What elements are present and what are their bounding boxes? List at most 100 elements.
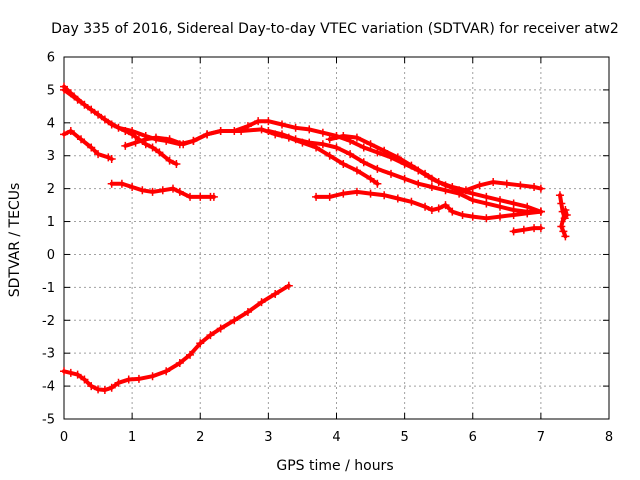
data-point (482, 214, 491, 223)
y-tick-label: 1 (47, 215, 55, 230)
data-series-group (555, 191, 571, 241)
data-point (455, 189, 464, 198)
data-point (339, 189, 348, 198)
data-point (448, 182, 457, 191)
data-point (203, 130, 212, 139)
data-series-group (107, 179, 218, 201)
data-point (134, 374, 143, 383)
data-point (468, 196, 477, 205)
data-series-group (312, 187, 545, 223)
data-point (100, 386, 109, 395)
data-point (257, 125, 266, 134)
data-point (561, 206, 570, 215)
data-point (530, 182, 539, 191)
data-point (434, 204, 443, 213)
data-point (312, 192, 321, 201)
data-series-group (509, 224, 545, 236)
data-point (230, 127, 239, 136)
data-point (189, 136, 198, 145)
data-point (366, 174, 375, 183)
y-tick-label: -2 (42, 314, 55, 329)
data-point (128, 127, 137, 136)
data-point (339, 131, 348, 140)
data-point (555, 191, 564, 200)
y-axis-label: SDTVAR / TECUs (7, 183, 23, 298)
x-tick-label: 4 (332, 430, 340, 445)
data-point (468, 212, 477, 221)
y-tick-label: 2 (47, 182, 55, 197)
series-trace (314, 189, 543, 221)
x-tick-labels: 0 1 2 3 4 5 6 7 8 (60, 430, 613, 445)
data-point (509, 227, 518, 236)
data-point (100, 115, 109, 124)
data-point (346, 150, 355, 159)
data-point (332, 143, 341, 152)
data-point (186, 350, 195, 359)
x-tick-label: 0 (60, 430, 68, 445)
data-point (536, 207, 545, 216)
data-point (278, 120, 286, 129)
data-point (441, 201, 450, 210)
data-point (114, 123, 123, 132)
x-tick-label: 2 (196, 430, 204, 445)
data-point (291, 135, 300, 144)
data-point (271, 289, 280, 298)
data-point (77, 135, 86, 144)
data-point (148, 187, 157, 196)
x-tick-label: 8 (605, 430, 613, 445)
y-tick-label: -5 (42, 413, 55, 428)
data-point (339, 159, 348, 168)
data-point (489, 178, 498, 187)
data-series-group (264, 127, 545, 216)
x-tick-label: 3 (264, 430, 272, 445)
data-point (60, 85, 68, 94)
x-tick-label: 5 (400, 430, 408, 445)
data-point (407, 197, 416, 206)
data-point (165, 135, 174, 144)
data-point (73, 370, 82, 379)
data-point (434, 178, 443, 187)
data-point (196, 192, 205, 201)
data-point (216, 127, 225, 136)
data-point (325, 151, 334, 160)
data-point (162, 367, 171, 376)
data-point (148, 372, 157, 381)
data-point (380, 191, 389, 200)
data-point (141, 135, 150, 144)
data-point (230, 316, 239, 325)
data-point (509, 210, 518, 219)
data-point (94, 150, 103, 159)
y-tick-label: 3 (47, 149, 55, 164)
data-point (151, 133, 160, 142)
data-point (121, 141, 130, 150)
data-series (60, 82, 571, 395)
data-point (138, 186, 147, 195)
data-point (352, 166, 361, 175)
data-point (66, 127, 75, 136)
grid (64, 57, 609, 419)
y-tick-label: -4 (42, 380, 55, 395)
data-point (523, 209, 532, 218)
data-point (475, 181, 484, 190)
data-point (359, 143, 368, 152)
data-point (148, 143, 157, 152)
data-point (352, 133, 361, 142)
data-point (264, 127, 273, 136)
data-point (516, 181, 525, 190)
data-point (107, 155, 116, 164)
data-point (172, 159, 181, 168)
data-point (254, 117, 263, 126)
x-tick-label: 7 (537, 430, 545, 445)
data-point (73, 95, 82, 104)
data-point (318, 140, 327, 149)
data-point (206, 331, 215, 340)
data-point (291, 123, 300, 132)
data-point (196, 339, 205, 348)
data-point (87, 382, 96, 391)
data-point (325, 192, 334, 201)
data-point (373, 179, 382, 188)
data-point (373, 164, 382, 173)
data-point (496, 212, 504, 221)
y-tick-label: 0 (47, 248, 55, 263)
